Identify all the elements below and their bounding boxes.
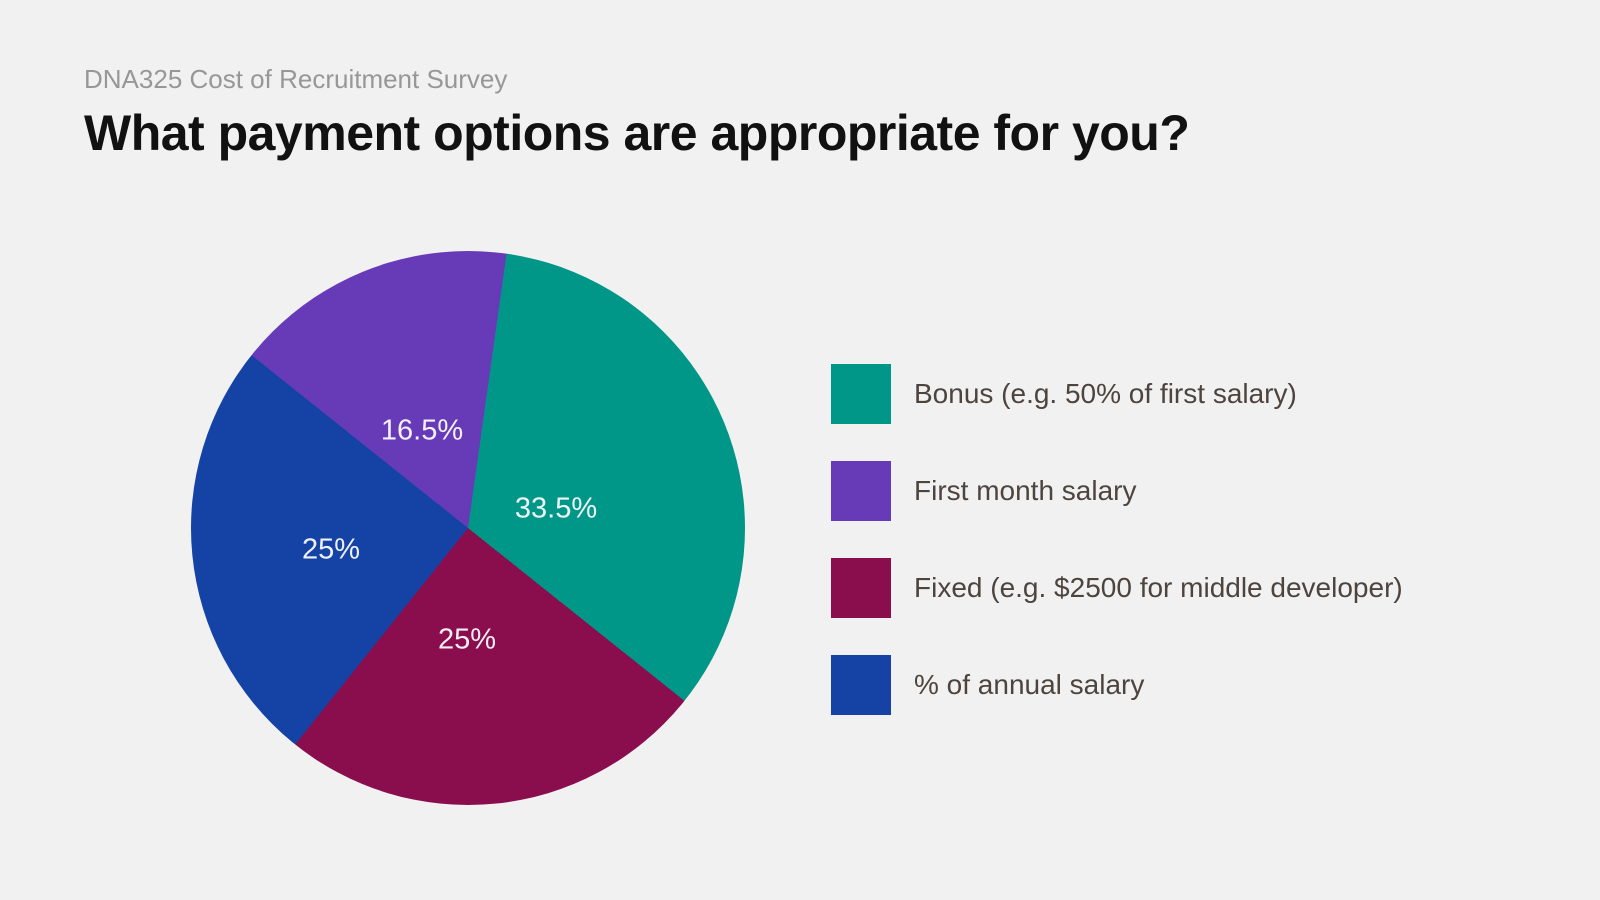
legend-label: Bonus (e.g. 50% of first salary) <box>914 378 1297 409</box>
legend-swatch <box>831 558 891 618</box>
legend-label: % of annual salary <box>914 669 1145 700</box>
legend-label: First month salary <box>914 475 1137 506</box>
pie-chart[interactable] <box>191 251 745 805</box>
legend-swatch <box>831 364 891 424</box>
legend-swatch <box>831 461 891 521</box>
legend-item[interactable]: Bonus (e.g. 50% of first salary) <box>831 364 1403 424</box>
chart-title: What payment options are appropriate for… <box>84 105 1190 161</box>
legend-item[interactable]: First month salary <box>831 461 1403 521</box>
legend-item[interactable]: % of annual salary <box>831 655 1403 715</box>
legend-item[interactable]: Fixed (e.g. $2500 for middle developer) <box>831 558 1403 618</box>
chart-subtitle: DNA325 Cost of Recruitment Survey <box>84 64 508 94</box>
chart-legend: Bonus (e.g. 50% of first salary) First mo… <box>831 364 1403 752</box>
legend-swatch <box>831 655 891 715</box>
legend-label: Fixed (e.g. $2500 for middle developer) <box>914 572 1403 603</box>
